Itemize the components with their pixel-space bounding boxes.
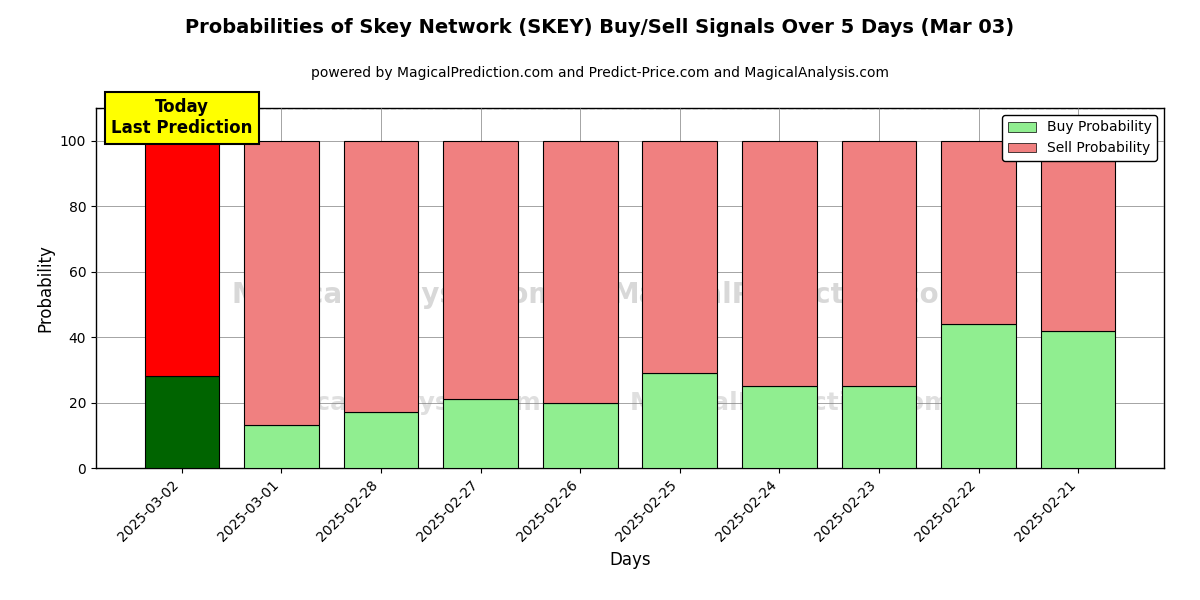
Bar [343, 412, 419, 468]
Text: MagicalAnalysis.com: MagicalAnalysis.com [232, 281, 558, 309]
Bar [244, 425, 319, 468]
Bar [642, 373, 718, 468]
Bar [941, 324, 1016, 468]
Bar [542, 141, 618, 403]
Bar [742, 386, 817, 468]
Text: MagicalPrediction.com: MagicalPrediction.com [612, 281, 968, 309]
Bar [443, 141, 518, 399]
Bar [742, 141, 817, 386]
Text: Probabilities of Skey Network (SKEY) Buy/Sell Signals Over 5 Days (Mar 03): Probabilities of Skey Network (SKEY) Buy… [186, 18, 1014, 37]
Bar [1040, 331, 1116, 468]
Bar [841, 386, 917, 468]
Bar [841, 141, 917, 386]
Bar [941, 141, 1016, 324]
Bar [642, 141, 718, 373]
Bar [343, 141, 419, 412]
Bar [542, 403, 618, 468]
Bar [1040, 141, 1116, 331]
Y-axis label: Probability: Probability [36, 244, 54, 332]
Text: powered by MagicalPrediction.com and Predict-Price.com and MagicalAnalysis.com: powered by MagicalPrediction.com and Pre… [311, 66, 889, 80]
Bar [144, 376, 220, 468]
Bar [144, 141, 220, 376]
Text: MagicalAnalysis.com: MagicalAnalysis.com [248, 391, 542, 415]
X-axis label: Days: Days [610, 551, 650, 569]
Legend: Buy Probability, Sell Probability: Buy Probability, Sell Probability [1002, 115, 1157, 161]
Bar [443, 399, 518, 468]
Bar [244, 141, 319, 425]
Text: MagicalPrediction.com: MagicalPrediction.com [630, 391, 950, 415]
Text: Today
Last Prediction: Today Last Prediction [112, 98, 252, 137]
